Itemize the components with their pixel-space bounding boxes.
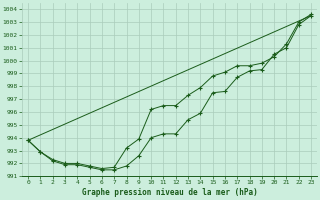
X-axis label: Graphe pression niveau de la mer (hPa): Graphe pression niveau de la mer (hPa) [82, 188, 258, 197]
